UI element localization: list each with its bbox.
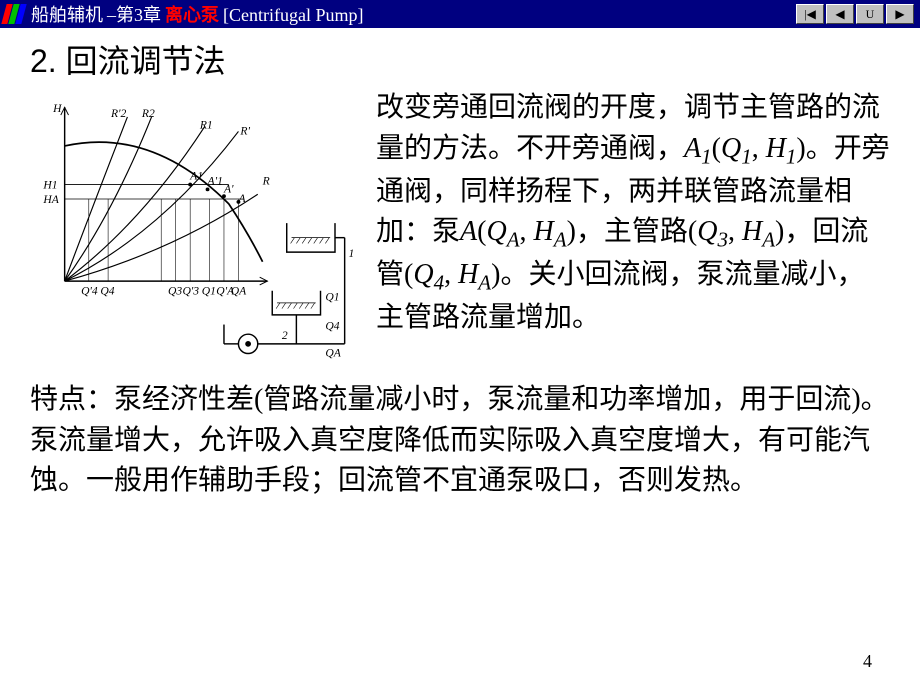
section-heading: 2. 回流调节法 [30, 36, 890, 82]
svg-text:R2: R2 [141, 107, 155, 120]
svg-text:A1: A1 [189, 170, 203, 183]
title-chapter: 离心泵 [165, 1, 219, 27]
title-sub: [Centrifugal Pump] [223, 5, 363, 26]
svg-text:Q3: Q3 [168, 285, 182, 298]
svg-text:R'2: R'2 [110, 107, 127, 120]
svg-text:1: 1 [349, 247, 355, 260]
svg-text:Q'3: Q'3 [182, 285, 199, 298]
svg-text:QA: QA [325, 346, 341, 359]
logo-icon [4, 4, 25, 24]
title-text: 船舶辅机 –第3章 离心泵 [Centrifugal Pump] [31, 1, 796, 27]
slide-content: 2. 回流调节法 HH1HAQ'4Q4Q3Q'3Q1Q'AQAR'2R2R1R'… [0, 28, 920, 690]
svg-text:Q4: Q4 [325, 319, 339, 332]
paragraph-right: 改变旁通回流阀的开度，调节主管路的流量的方法。不开旁通阀，A1(Q1, H1)。… [376, 88, 890, 339]
nav-up-button[interactable]: U [856, 4, 884, 24]
svg-text:Q1: Q1 [325, 290, 339, 303]
svg-text:R: R [262, 175, 270, 188]
nav-next-button[interactable]: ▶ [886, 4, 914, 24]
svg-text:Q4: Q4 [100, 285, 114, 298]
nav-buttons: |◀ ◀ U ▶ [796, 4, 914, 24]
title-main: 船舶辅机 [31, 1, 103, 27]
svg-text:R': R' [239, 124, 250, 137]
svg-text:2: 2 [282, 329, 288, 342]
svg-text:A'1: A'1 [207, 175, 223, 188]
upper-row: HH1HAQ'4Q4Q3Q'3Q1Q'AQAR'2R2R1R'RA1A'1A'A… [30, 88, 890, 368]
nav-first-button[interactable]: |◀ [796, 4, 824, 24]
svg-text:H: H [52, 102, 62, 115]
svg-text:Q1: Q1 [202, 285, 216, 298]
svg-text:A': A' [223, 182, 234, 195]
pump-diagram: HH1HAQ'4Q4Q3Q'3Q1Q'AQAR'2R2R1R'RA1A'1A'A… [30, 88, 360, 368]
svg-text:QA: QA [231, 285, 247, 298]
paragraph-bottom: 特点：泵经济性差(管路流量减小时，泵流量和功率增加，用于回流)。泵流量增大，允许… [30, 380, 890, 502]
title-bar: 船舶辅机 –第3章 离心泵 [Centrifugal Pump] |◀ ◀ U … [0, 0, 920, 28]
page-number: 4 [863, 651, 872, 672]
svg-text:H1: H1 [42, 178, 57, 191]
nav-prev-button[interactable]: ◀ [826, 4, 854, 24]
svg-text:Q'4: Q'4 [81, 285, 98, 298]
svg-text:HA: HA [42, 193, 59, 206]
svg-text:R1: R1 [199, 119, 213, 132]
title-dash: –第3章 [107, 1, 161, 27]
